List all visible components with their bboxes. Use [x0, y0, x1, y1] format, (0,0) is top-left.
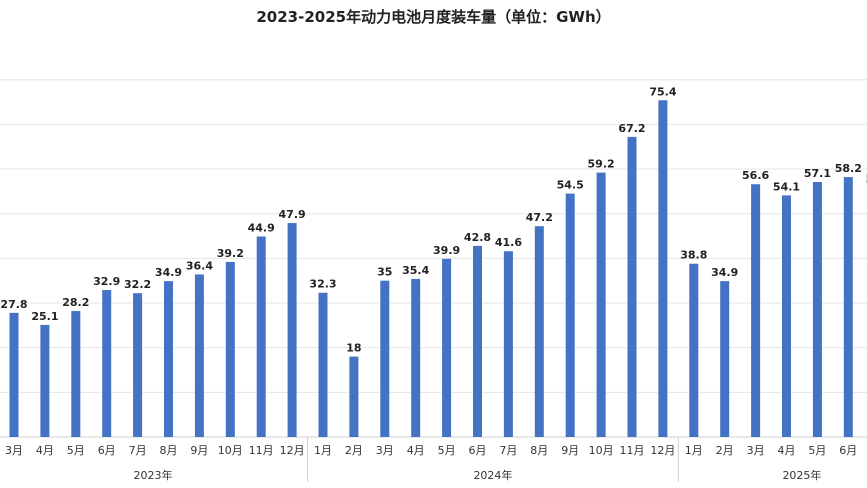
data-label: 35.4 — [402, 264, 429, 277]
bar — [411, 278, 421, 437]
data-label: 67.2 — [618, 122, 645, 135]
bar — [565, 193, 575, 437]
x-tick-label: 8月 — [160, 444, 178, 457]
x-group-label: 2024年 — [473, 468, 512, 482]
chart-title: 2023-2025年动力电池月度装车量（单位：GWh） — [256, 8, 611, 26]
data-label: 55.9 — [866, 172, 867, 185]
bar — [812, 181, 822, 437]
x-tick-label: 4月 — [36, 444, 54, 457]
x-tick-label: 2月 — [716, 444, 734, 457]
x-group-label: 2025年 — [782, 468, 821, 482]
data-label: 42.8 — [464, 231, 491, 244]
bar — [534, 226, 544, 437]
data-label: 57.1 — [804, 167, 831, 180]
data-label: 27.8 — [0, 298, 27, 311]
data-label: 58.2 — [835, 162, 862, 175]
data-label: 34.9 — [155, 266, 182, 279]
x-tick-label: 11月 — [249, 444, 274, 457]
bar — [40, 324, 50, 437]
bar — [442, 258, 452, 437]
bar — [71, 311, 81, 437]
bar — [318, 292, 328, 437]
data-label: 39.2 — [217, 247, 244, 260]
x-tick-label: 6月 — [839, 444, 857, 457]
x-tick-label: 10月 — [589, 444, 614, 457]
x-tick-label: 9月 — [561, 444, 579, 457]
data-label: 54.5 — [557, 179, 584, 192]
bar — [380, 280, 390, 437]
x-group-label: 2023年 — [134, 468, 173, 482]
x-tick-label: 2月 — [345, 444, 363, 457]
x-tick-label: 5月 — [808, 444, 826, 457]
bar — [102, 290, 112, 437]
bar — [194, 274, 204, 437]
data-label: 41.6 — [495, 236, 522, 249]
bar — [596, 172, 606, 437]
x-tick-label: 3月 — [747, 444, 765, 457]
bar — [843, 177, 853, 437]
bar — [133, 293, 143, 437]
data-label: 32.3 — [309, 278, 336, 291]
x-tick-label: 12月 — [280, 444, 305, 457]
x-tick-label: 7月 — [499, 444, 517, 457]
x-tick-label: 3月 — [376, 444, 394, 457]
x-tick-label: 6月 — [469, 444, 487, 457]
x-tick-label: 1月 — [314, 444, 332, 457]
data-label: 44.9 — [248, 221, 275, 234]
data-label: 34.9 — [711, 266, 738, 279]
bar — [751, 184, 761, 437]
x-tick-label: 9月 — [190, 444, 208, 457]
x-tick-label: 7月 — [129, 444, 147, 457]
data-label: 36.4 — [186, 259, 213, 272]
x-tick-label: 5月 — [67, 444, 85, 457]
x-tick-label: 12月 — [650, 444, 675, 457]
data-label: 39.9 — [433, 244, 460, 257]
bar — [503, 251, 513, 437]
bar — [782, 195, 791, 437]
bar — [164, 281, 173, 437]
x-tick-label: 5月 — [438, 444, 456, 457]
data-label: 47.2 — [526, 211, 553, 224]
data-label: 59.2 — [588, 158, 615, 171]
x-tick-label: 4月 — [778, 444, 796, 457]
x-tick-label: 8月 — [530, 444, 548, 457]
bar — [658, 100, 668, 437]
bar — [349, 356, 359, 437]
data-label: 47.9 — [279, 208, 306, 221]
data-label: 56.6 — [742, 169, 769, 182]
bar — [720, 281, 730, 437]
bar — [473, 245, 482, 437]
x-tick-label: 3月 — [5, 444, 23, 457]
data-label: 54.1 — [773, 180, 800, 193]
x-tick-label: 1月 — [685, 444, 703, 457]
bar — [627, 136, 637, 437]
bar — [287, 223, 297, 437]
data-label: 38.8 — [680, 249, 707, 262]
bar — [689, 263, 699, 437]
x-tick-label: 11月 — [620, 444, 645, 457]
x-tick-label: 6月 — [98, 444, 116, 457]
x-tick-label: 10月 — [218, 444, 243, 457]
x-tick-label: 4月 — [407, 444, 425, 457]
bar — [256, 236, 266, 437]
bar — [225, 261, 235, 437]
data-label: 75.4 — [649, 85, 676, 98]
bar — [9, 312, 19, 437]
data-label: 32.2 — [124, 278, 151, 291]
data-label: 18 — [346, 342, 361, 355]
data-label: 32.9 — [93, 275, 120, 288]
data-label: 28.2 — [62, 296, 89, 309]
data-label: 35 — [377, 266, 392, 279]
data-label: 25.1 — [31, 310, 58, 323]
